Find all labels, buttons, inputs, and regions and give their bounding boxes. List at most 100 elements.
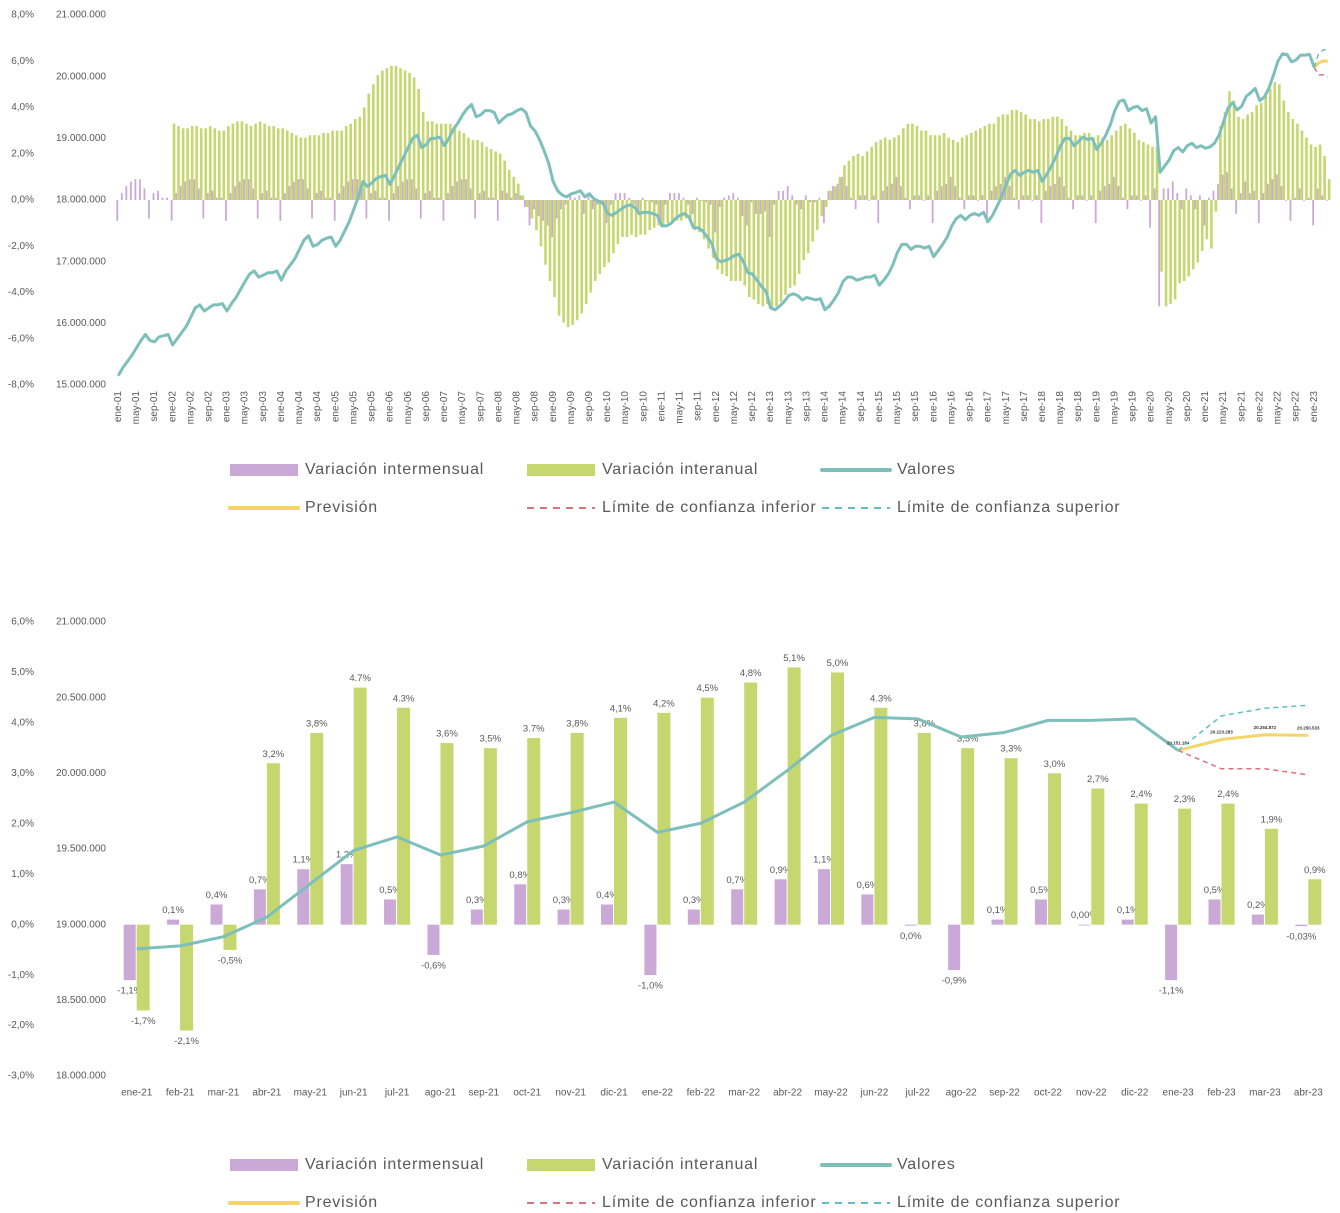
bar — [682, 197, 685, 200]
bar — [693, 200, 697, 231]
bar — [1244, 181, 1247, 200]
line — [1313, 59, 1328, 69]
y-tick-label: -1,0% — [8, 970, 34, 981]
y2-tick-label: 21.000.000 — [56, 10, 106, 21]
bar — [270, 197, 273, 200]
data-label: 4,2% — [653, 698, 675, 709]
bar — [570, 732, 584, 925]
bar — [797, 200, 801, 274]
bar — [557, 200, 561, 316]
bar — [283, 193, 286, 200]
x-tick-label: sep-05 — [367, 391, 378, 422]
bar — [1287, 112, 1290, 200]
x-tick-label: sep-21 — [1236, 391, 1247, 422]
data-label: 20.254.872 — [1254, 725, 1277, 730]
bar — [243, 179, 246, 200]
data-label: -0,9% — [942, 976, 967, 987]
bar — [1090, 195, 1093, 200]
bar — [510, 197, 513, 200]
bar — [621, 200, 624, 237]
bar — [770, 200, 774, 309]
bar — [1205, 200, 1209, 240]
bar — [1298, 188, 1301, 200]
bar — [823, 200, 825, 224]
bar — [342, 186, 345, 200]
bar — [410, 179, 413, 200]
y2-tick-label: 19.500.000 — [56, 844, 106, 855]
bar — [820, 200, 824, 217]
bar — [806, 200, 810, 254]
bar — [526, 200, 529, 207]
x-tick-label: sep-14 — [856, 391, 867, 422]
bar — [879, 139, 882, 200]
x-tick-label: sep-19 — [1128, 391, 1139, 422]
bar — [1182, 200, 1186, 281]
bar — [161, 197, 164, 200]
bar — [1210, 200, 1213, 249]
bar — [548, 200, 552, 281]
data-label: 0,3% — [553, 895, 575, 906]
x-tick-label: ene-18 — [1037, 391, 1048, 423]
bar — [569, 193, 572, 200]
bar — [530, 200, 534, 219]
bar — [948, 924, 961, 971]
bar — [1091, 788, 1105, 925]
y-tick-label: 2,0% — [11, 148, 34, 159]
bar — [1142, 142, 1145, 200]
data-label: 3,5% — [957, 734, 979, 745]
bar — [988, 123, 991, 200]
x-tick-label: may-11 — [675, 391, 686, 424]
bar — [470, 909, 483, 925]
bar — [1078, 924, 1091, 926]
bar — [356, 179, 359, 200]
legend-label: Variación interanual — [602, 461, 758, 478]
bar — [755, 200, 757, 214]
bar — [580, 200, 584, 314]
bar — [872, 195, 875, 200]
bar — [709, 200, 712, 205]
bar — [752, 200, 756, 300]
bar — [358, 116, 362, 200]
bar — [465, 179, 467, 200]
x-tick-label: ene-21 — [1200, 391, 1211, 423]
bar — [362, 107, 366, 200]
bar — [992, 123, 996, 200]
x-tick-label: ene-20 — [1146, 391, 1157, 423]
bar — [657, 200, 661, 226]
bar — [1119, 126, 1123, 200]
bar — [1140, 200, 1142, 201]
bar — [915, 126, 919, 200]
bar — [512, 176, 516, 200]
y2-tick-label: 19.000.000 — [56, 919, 106, 930]
data-label: 5,0% — [827, 658, 849, 669]
legend-label: Límite de confianza inferior — [602, 499, 817, 516]
bar — [311, 200, 313, 219]
legend-swatch — [527, 1159, 595, 1171]
bar — [267, 126, 271, 200]
bar — [641, 197, 644, 200]
y-tick-label: -6,0% — [8, 333, 34, 344]
bar — [1251, 914, 1264, 925]
bar — [310, 732, 324, 925]
bar — [1228, 91, 1231, 200]
x-tick-label: nov-22 — [1076, 1088, 1107, 1099]
y-tick-label: -2,0% — [8, 1020, 34, 1031]
x-tick-label: may-12 — [729, 391, 740, 425]
bar — [385, 68, 389, 200]
bar — [619, 193, 621, 200]
bar — [322, 132, 325, 200]
bar — [603, 200, 606, 268]
bar — [664, 200, 667, 205]
bar — [399, 68, 402, 200]
bar — [573, 197, 576, 200]
bar — [731, 889, 744, 925]
data-label: 3,5% — [480, 734, 502, 745]
bar — [206, 193, 209, 200]
bar — [240, 121, 244, 200]
bar — [1203, 200, 1206, 226]
bar — [1314, 146, 1317, 200]
bar — [324, 197, 327, 200]
data-label: 1,1% — [292, 855, 314, 866]
bar — [902, 128, 905, 200]
bar — [353, 119, 357, 200]
